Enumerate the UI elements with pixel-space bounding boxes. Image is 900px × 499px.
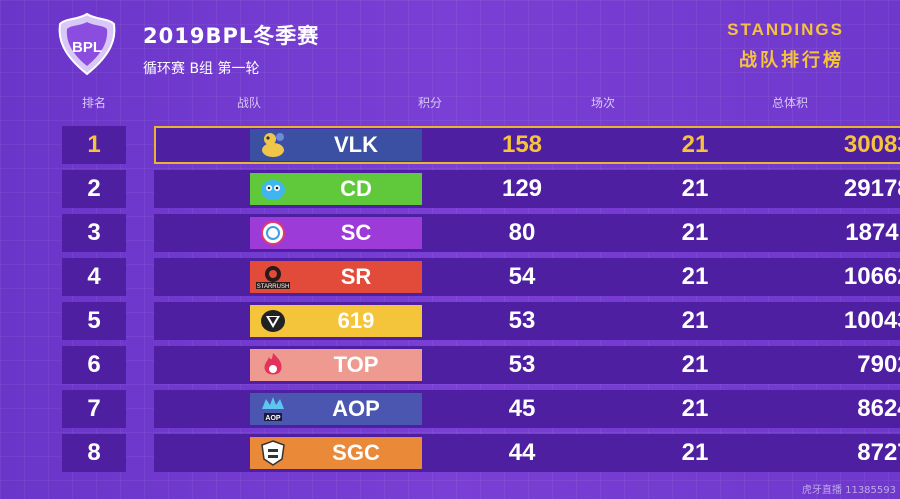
table-row: 1 VLK 158 21 300837: [62, 126, 900, 164]
matches-value: 21: [681, 439, 709, 466]
team-name: CD: [340, 176, 372, 201]
total-value: 100437: [843, 307, 900, 334]
row-main-cell: SGC 44 21 87274: [154, 434, 900, 472]
matches-value: 21: [681, 395, 709, 422]
team-box: VLK: [250, 129, 422, 161]
team-box: STARRUSH SR: [250, 261, 422, 293]
watermark-text: 虎牙直播 11385593: [801, 485, 896, 496]
matches-value: 21: [681, 219, 709, 246]
standings-table: 1 VLK 158 21 300837 2 CD 129 21 2917: [62, 126, 900, 478]
rank-cell: 5: [62, 302, 126, 340]
total-value: 79028: [857, 351, 900, 378]
row-main-cell: AOP AOP 45 21 86249: [154, 390, 900, 428]
619-shield-icon: [250, 305, 296, 337]
team-box: TOP: [250, 349, 422, 381]
total-value: 291787: [843, 175, 900, 202]
team-name: SGC: [332, 440, 380, 465]
team-name: VLK: [334, 132, 378, 157]
top-flame-icon: [250, 349, 296, 381]
team-name: SC: [340, 220, 372, 245]
standings-heading-cn: 战队排行榜: [739, 50, 844, 71]
team-name: SR: [340, 264, 372, 289]
column-header-rank: 排名: [81, 96, 107, 110]
row-main-cell: SC 80 21 187411: [154, 214, 900, 252]
team-box: SGC: [250, 437, 422, 469]
row-main-cell: TOP 53 21 79028: [154, 346, 900, 384]
row-main-cell: 619 53 21 100437: [154, 302, 900, 340]
total-value: 106628: [843, 263, 900, 290]
rank-cell: 2: [62, 170, 126, 208]
total-value: 86249: [857, 395, 900, 422]
points-value: 53: [508, 307, 536, 334]
bpl-logo: BPL: [52, 10, 122, 80]
points-value: 53: [508, 351, 536, 378]
column-header-total: 总体积: [771, 96, 809, 110]
table-row: 8 SGC 44 21 87274: [62, 434, 900, 472]
rank-cell: 8: [62, 434, 126, 472]
table-row: 5 619 53 21 100437: [62, 302, 900, 340]
sc-shield-icon: [250, 217, 296, 249]
logo-text: BPL: [72, 39, 102, 56]
rank-cell: 3: [62, 214, 126, 252]
team-name: AOP: [332, 396, 380, 421]
column-header-matches: 场次: [590, 96, 616, 110]
team-name: 619: [337, 308, 375, 333]
matches-value: 21: [681, 263, 709, 290]
page-subtitle: 循环赛 B组 第一轮: [143, 61, 260, 77]
team-name: TOP: [333, 352, 379, 377]
table-row: 6 TOP 53 21 79028: [62, 346, 900, 384]
aop-crown-icon: AOP: [250, 393, 296, 425]
vlk-mascot-icon: [250, 129, 296, 161]
row-main-cell: CD 129 21 291787: [154, 170, 900, 208]
rank-cell: 7: [62, 390, 126, 428]
column-header-points: 积分: [417, 96, 443, 110]
team-box: AOP AOP: [250, 393, 422, 425]
table-row: 7 AOP AOP 45 21 86249: [62, 390, 900, 428]
points-value: 44: [508, 439, 536, 466]
row-main-cell: VLK 158 21 300837: [154, 126, 900, 164]
team-box: 619: [250, 305, 422, 337]
sgc-shield-icon: [250, 437, 296, 469]
page-title: 2019BPL冬季赛: [143, 24, 320, 48]
points-value: 80: [508, 219, 536, 246]
cd-mascot-icon: [250, 173, 296, 205]
points-value: 158: [501, 131, 543, 158]
matches-value: 21: [681, 131, 709, 158]
team-box: SC: [250, 217, 422, 249]
table-row: 2 CD 129 21 291787: [62, 170, 900, 208]
points-value: 54: [508, 263, 536, 290]
column-header-team: 战队: [236, 96, 262, 110]
rank-cell: 1: [62, 126, 126, 164]
matches-value: 21: [681, 307, 709, 334]
starrush-icon: STARRUSH: [250, 261, 296, 293]
table-row: 3 SC 80 21 187411: [62, 214, 900, 252]
matches-value: 21: [681, 175, 709, 202]
points-value: 45: [508, 395, 536, 422]
total-value: 187411: [845, 219, 900, 246]
aop-logo-text: AOP: [265, 415, 281, 422]
team-box: CD: [250, 173, 422, 205]
row-main-cell: STARRUSH SR 54 21 106628: [154, 258, 900, 296]
matches-value: 21: [681, 351, 709, 378]
starrush-logo-text: STARRUSH: [257, 284, 290, 290]
table-row: 4 STARRUSH SR 54 21 106628: [62, 258, 900, 296]
rank-cell: 4: [62, 258, 126, 296]
standings-heading-en: STANDINGS: [727, 20, 844, 39]
rank-cell: 6: [62, 346, 126, 384]
total-value: 300837: [843, 131, 900, 158]
points-value: 129: [501, 175, 543, 202]
total-value: 87274: [857, 439, 900, 466]
